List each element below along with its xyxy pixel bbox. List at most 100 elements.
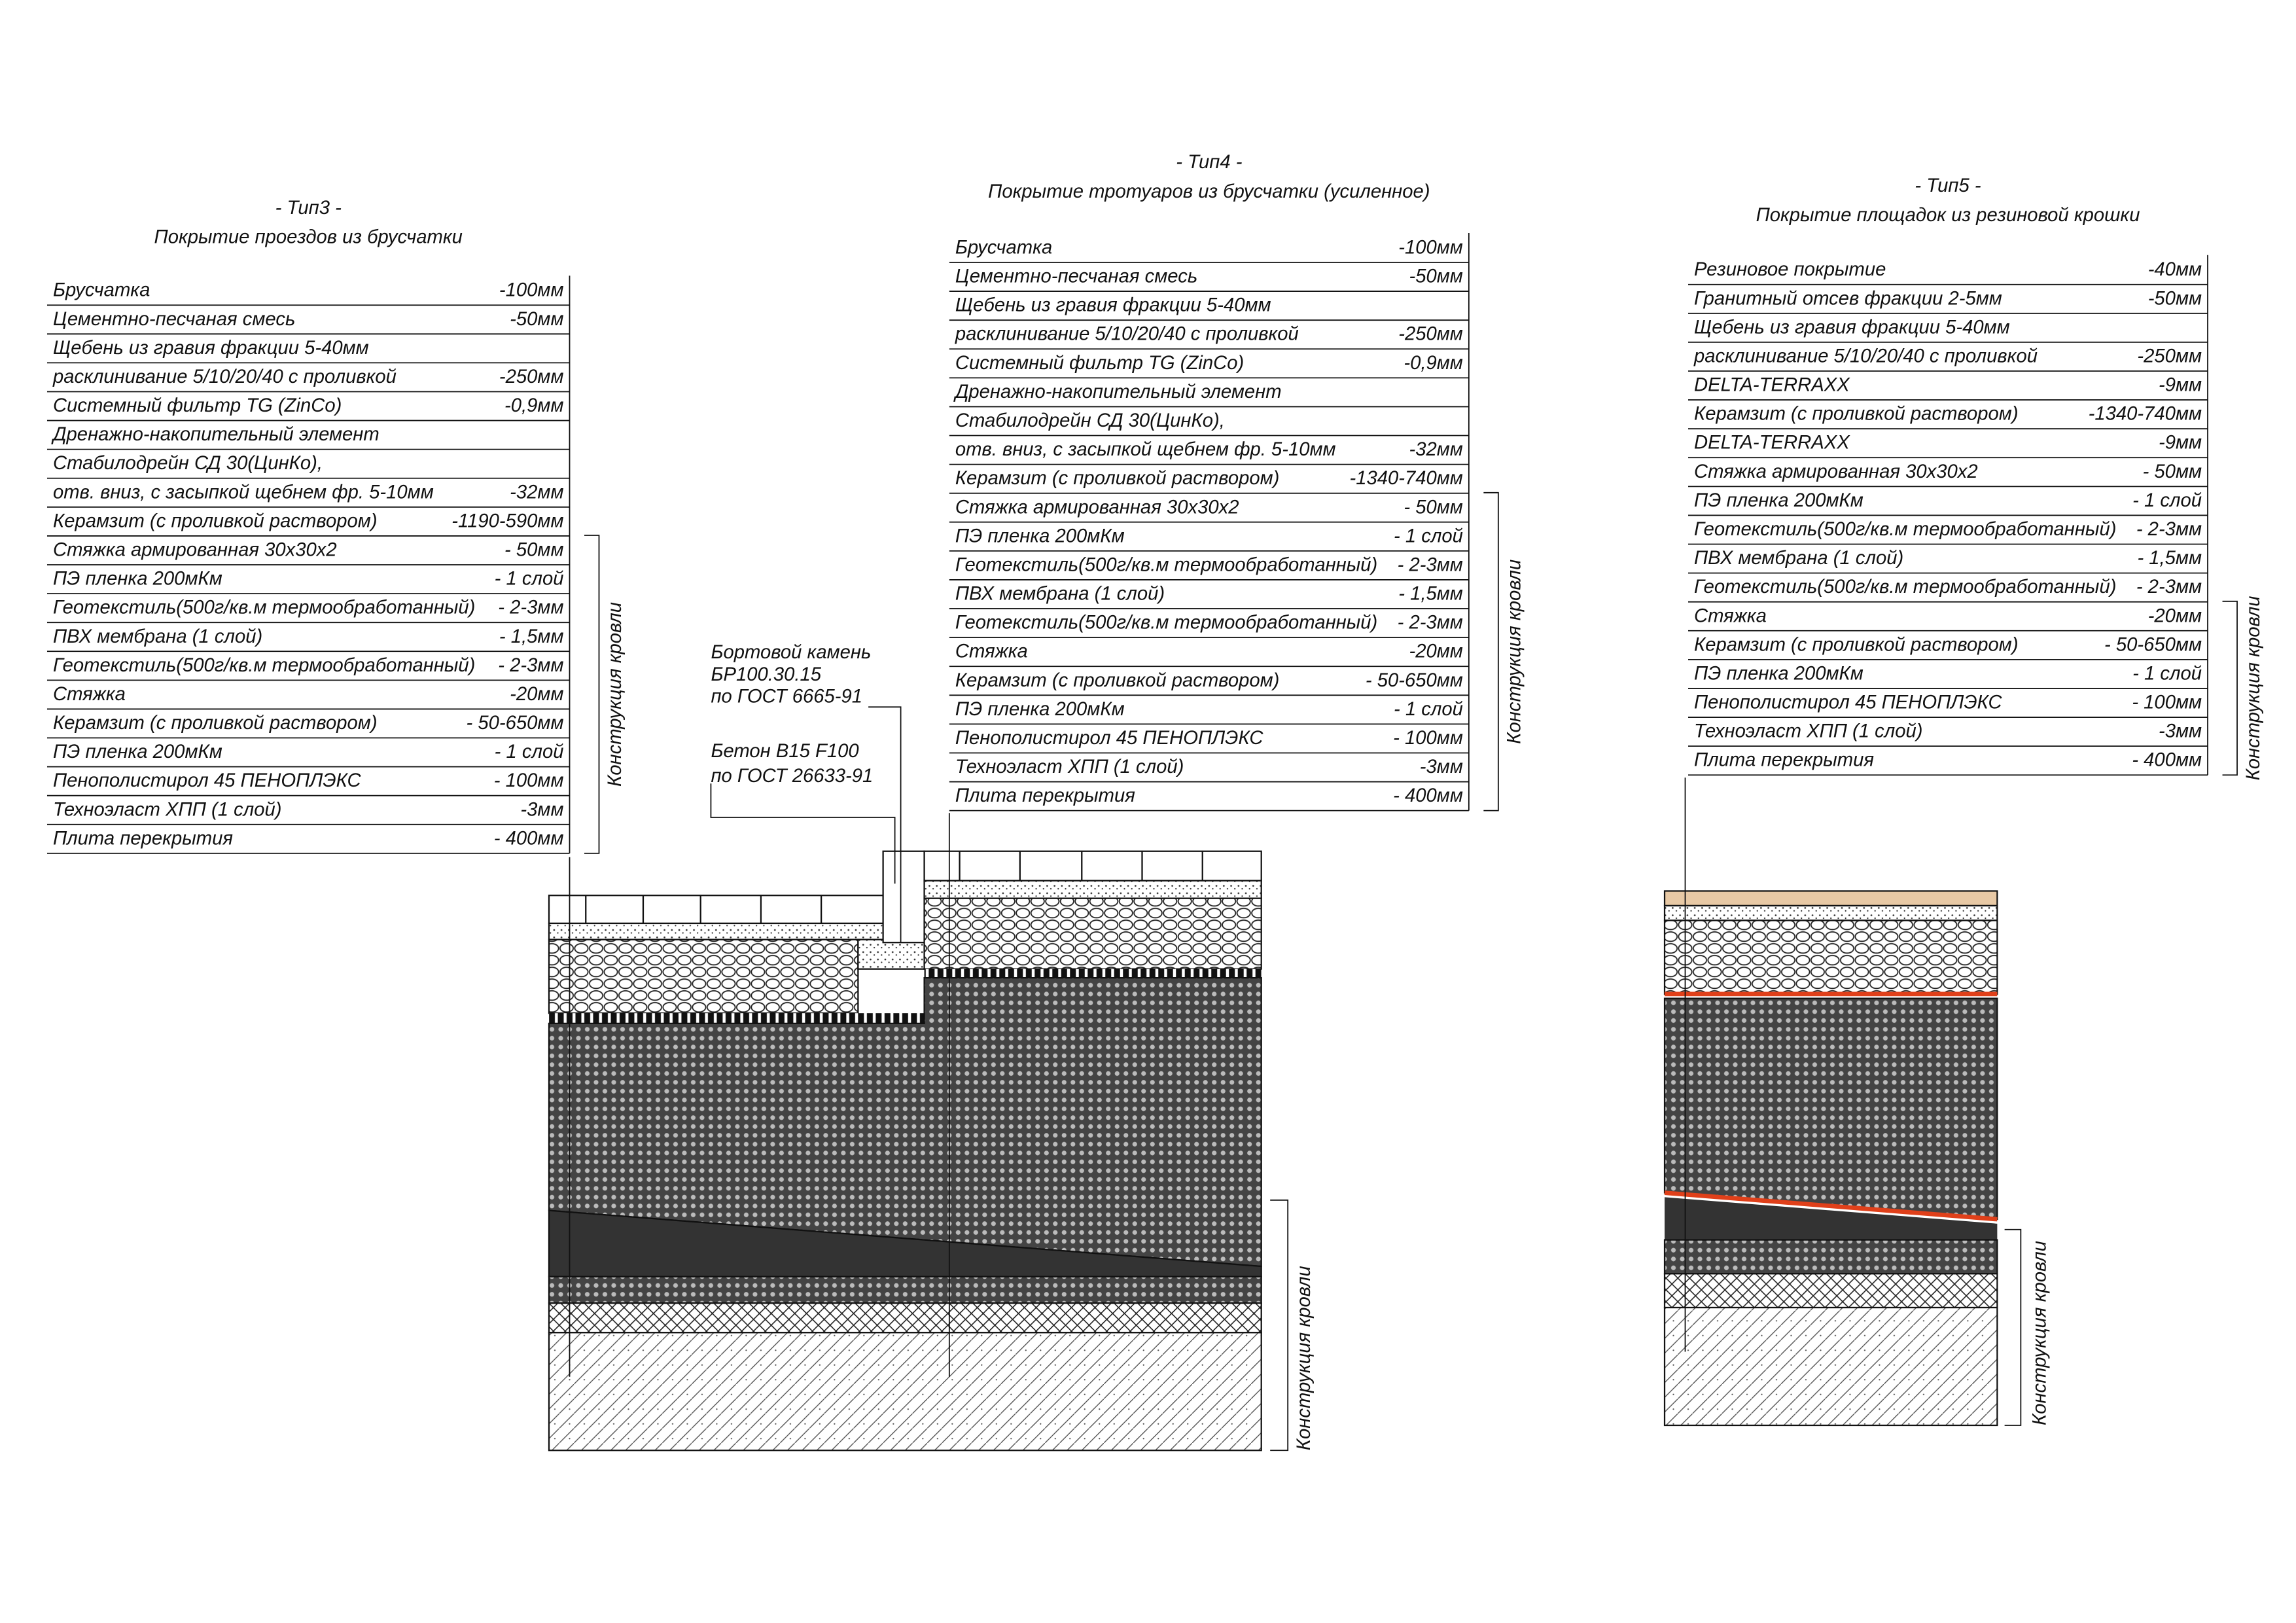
layer-name: Пенополистирол 45 ПЕНОПЛЭКС [955, 728, 1264, 749]
layer-thickness: - 2-3мм [498, 655, 563, 676]
drain-left [549, 1013, 925, 1024]
layer-name: Техноэласт ХПП (1 слой) [53, 799, 282, 820]
layer-thickness: -50мм [510, 309, 563, 330]
gravel-right [923, 897, 1262, 970]
layer-name: Керамзит (с проливкой раствором) [53, 713, 378, 734]
layer-name: ПЭ пленка 200мКм [955, 526, 1125, 546]
section-label: Конструкция кровли [1294, 1266, 1315, 1450]
layer-name: Брусчатка [955, 237, 1052, 258]
layer-thickness: -32мм [510, 482, 563, 503]
roof-layers [1665, 1197, 1998, 1240]
layer-name: ПЭ пленка 200мКм [1694, 490, 1863, 511]
layer-thickness: - 50-650мм [467, 713, 564, 734]
layer-thickness: -0,9мм [1404, 353, 1462, 374]
layer-name: Керамзит (с проливкой раствором) [955, 468, 1280, 489]
layer-name: DELTA-TERRAXX [1694, 375, 1850, 396]
layer-thickness: -250мм [499, 366, 564, 387]
layer-thickness: -1340-740мм [2089, 404, 2202, 425]
sand-right [923, 880, 1262, 899]
layer-name: ПВХ мембрана (1 слой) [955, 584, 1165, 605]
screed [1663, 1239, 1998, 1275]
layer-thickness: -50мм [1409, 266, 1463, 287]
roof-bracket [1270, 1199, 1289, 1452]
layer-name: ПВХ мембрана (1 слой) [53, 626, 262, 647]
layer-thickness: - 100мм [2132, 692, 2202, 713]
layer-name: Дренажно-накопительный элемент [953, 382, 1282, 402]
layer-thickness: -9мм [2159, 433, 2202, 454]
layer-thickness: - 400мм [494, 828, 564, 849]
layer-name: Керамзит (с проливкой раствором) [955, 670, 1280, 691]
layer-thickness: - 1 слой [495, 741, 564, 762]
section-left [548, 706, 1289, 1452]
rubber [1663, 890, 1998, 907]
type-label: - Тип3 - [275, 198, 342, 219]
layer-name: Плита перекрытия [53, 828, 233, 849]
layer-name: Стяжка [955, 641, 1028, 662]
layer-name: Керамзит (с проливкой раствором) [1694, 634, 2019, 655]
layer-thickness: -3мм [1420, 757, 1463, 777]
gravel [1663, 919, 1998, 995]
curb-stone [882, 850, 925, 944]
callout-text: БР100.30.15 [711, 664, 821, 685]
layer-name: Геотекстиль(500г/кв.м термообработанный) [53, 597, 475, 618]
layer-thickness: -20мм [2148, 605, 2202, 626]
insulation [1663, 1273, 1998, 1309]
layer-name: Пенополистирол 45 ПЕНОПЛЭКС [53, 770, 362, 791]
keramzit [1663, 997, 1998, 1221]
layer-name: Щебень из гравия фракции 5-40мм [53, 338, 369, 359]
layer-name: расклинивание 5/10/20/40 с проливкой [52, 366, 397, 387]
callout-text: Бетон B15 F100 [711, 741, 859, 762]
layer-thickness: - 2-3мм [2136, 577, 2202, 597]
screed [548, 1275, 1262, 1304]
layer-name: Щебень из гравия фракции 5-40мм [955, 295, 1271, 316]
layer-name: Керамзит (с проливкой раствором) [1694, 404, 2019, 425]
layer-name: ПЭ пленка 200мКм [53, 741, 222, 762]
layer-thickness: - 50-650мм [1366, 670, 1463, 691]
layer-name: Системный фильтр TG (ZinCo) [53, 395, 342, 416]
callout-leader [710, 783, 896, 884]
layer-thickness: - 50мм [504, 540, 563, 561]
layer-thickness: - 2-3мм [1398, 613, 1463, 633]
layer-thickness: - 1 слой [2132, 663, 2202, 684]
layer-name: Геотекстиль(500г/кв.м термообработанный) [955, 554, 1377, 575]
type-title: Покрытие проездов из брусчатки [154, 227, 463, 248]
layer-thickness: -1190-590мм [451, 510, 563, 531]
layer-name: Цементно-песчаная смесь [955, 266, 1197, 287]
roof-label: Конструкция кровли [1504, 560, 1525, 744]
layer-thickness: - 50мм [2143, 461, 2202, 482]
layer-name: Геотекстиль(500г/кв.м термообработанный) [53, 655, 475, 676]
sand-left [548, 922, 884, 940]
layer-thickness: -40мм [2148, 259, 2202, 280]
roof-bracket [1483, 491, 1499, 812]
layer-thickness: - 1,5мм [1398, 584, 1463, 605]
layer-thickness: -20мм [1409, 641, 1463, 662]
type-label: - Тип4 - [1176, 152, 1242, 173]
layer-thickness: - 1 слой [2132, 490, 2202, 511]
layer-name: Резиновое покрытие [1694, 259, 1886, 280]
layer-name: Брусчатка [53, 280, 150, 301]
layer-thickness: - 400мм [2132, 750, 2202, 771]
layer-thickness: - 100мм [1393, 728, 1463, 749]
paving-joints [585, 895, 822, 923]
roof-label: Конструкция кровли [2243, 596, 2264, 781]
layer-name: Техноэласт ХПП (1 слой) [955, 757, 1184, 777]
layer-name: DELTA-TERRAXX [1694, 433, 1850, 454]
layer-name: Дренажно-накопительный элемент [51, 424, 380, 445]
layer-name: Стяжка армированная 30х30х2 [1694, 461, 1978, 482]
layer-name: Стяжка [1694, 605, 1767, 626]
slab [548, 1332, 1262, 1452]
layer-name: Плита перекрытия [955, 785, 1135, 806]
granite-screening [1663, 904, 1998, 921]
type-label: - Тип5 - [1915, 175, 1981, 196]
layer-name: отв. вниз, с засыпкой щебнем фр. 5-10мм [53, 482, 434, 503]
roof-bracket [2004, 1228, 2022, 1426]
roof-label: Конструкция кровли [605, 602, 626, 787]
layer-thickness: - 2-3мм [498, 597, 563, 618]
layer-thickness: - 1 слой [1394, 699, 1463, 720]
layer-name: Техноэласт ХПП (1 слой) [1694, 721, 1923, 742]
drain-right [924, 969, 1262, 978]
layer-thickness: - 50мм [1404, 497, 1462, 518]
slab [1663, 1306, 1998, 1427]
layer-thickness: -100мм [1398, 237, 1463, 258]
